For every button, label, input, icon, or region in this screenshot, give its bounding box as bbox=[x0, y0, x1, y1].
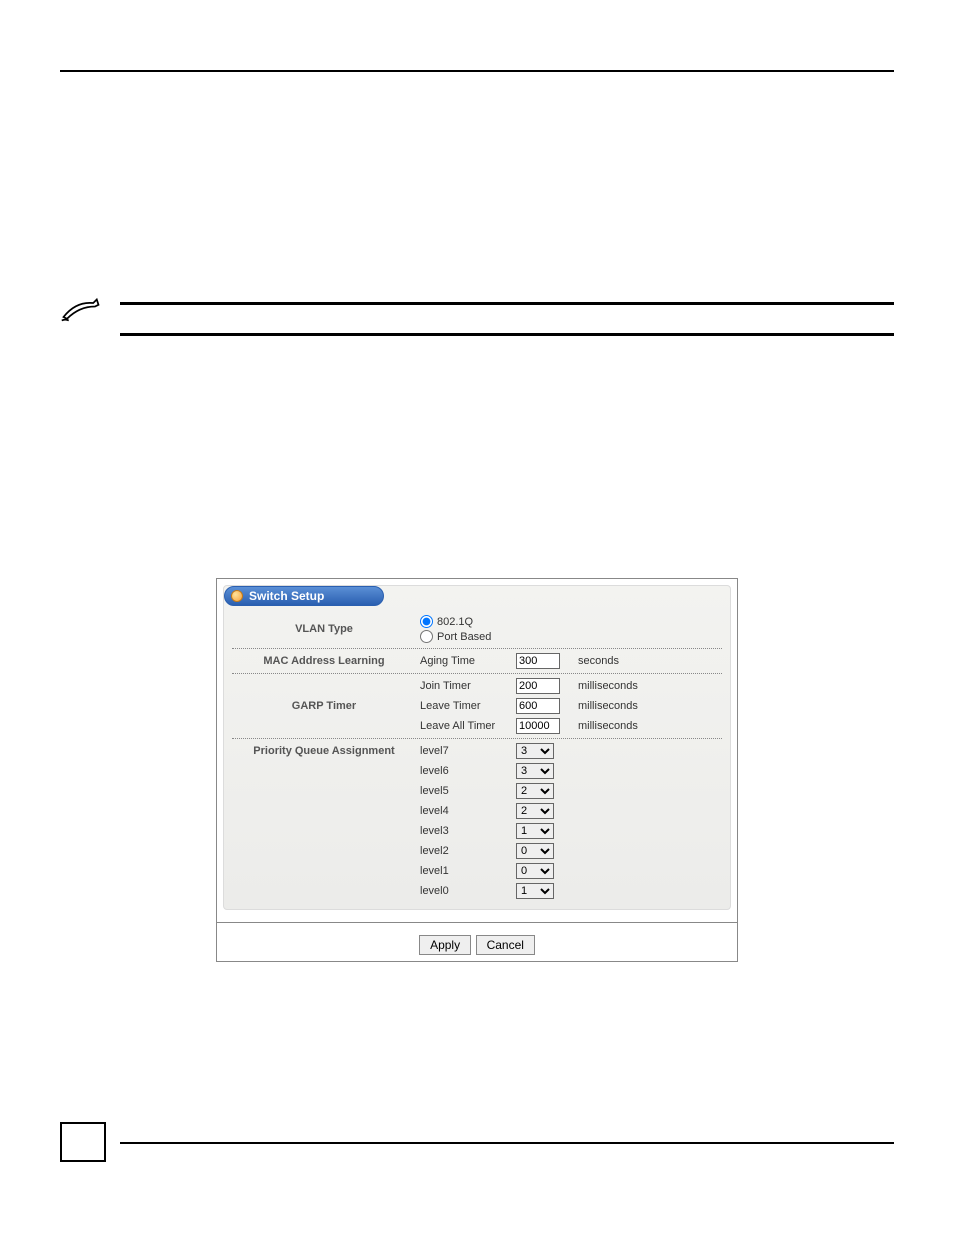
select-level5[interactable]: 0123 bbox=[516, 783, 554, 799]
select-level6[interactable]: 0123 bbox=[516, 763, 554, 779]
label-pqa: Priority Queue Assignment bbox=[228, 745, 420, 757]
unit-leave-timer: milliseconds bbox=[572, 700, 682, 712]
label-level2: level2 bbox=[420, 845, 516, 857]
unit-join-timer: milliseconds bbox=[572, 680, 682, 692]
select-level0[interactable]: 0123 bbox=[516, 883, 554, 899]
label-aging-time: Aging Time bbox=[420, 655, 516, 667]
radio-vlan-8021q[interactable] bbox=[420, 615, 433, 628]
apply-button[interactable]: Apply bbox=[419, 935, 471, 955]
panel-title: Switch Setup bbox=[249, 589, 324, 603]
note-block bbox=[60, 302, 894, 338]
input-leaveall-timer[interactable] bbox=[516, 718, 560, 734]
select-level3[interactable]: 0123 bbox=[516, 823, 554, 839]
row-pqa: Priority Queue Assignment level7 0123 le… bbox=[224, 741, 730, 901]
label-leaveall-timer: Leave All Timer bbox=[420, 720, 516, 732]
label-level0: level0 bbox=[420, 885, 516, 897]
header-rule bbox=[60, 70, 894, 72]
input-aging-time[interactable] bbox=[516, 653, 560, 669]
label-level1: level1 bbox=[420, 865, 516, 877]
label-join-timer: Join Timer bbox=[420, 680, 516, 692]
label-leave-timer: Leave Timer bbox=[420, 700, 516, 712]
row-mac-learning: MAC Address Learning Aging Time seconds bbox=[224, 651, 730, 671]
label-garp: GARP Timer bbox=[228, 700, 420, 712]
row-garp-leaveall: x Leave All Timer milliseconds bbox=[224, 716, 730, 736]
body-spacer bbox=[60, 378, 894, 578]
input-join-timer[interactable] bbox=[516, 678, 560, 694]
label-level3: level3 bbox=[420, 825, 516, 837]
label-vlan-type: VLAN Type bbox=[228, 623, 420, 635]
cancel-button[interactable]: Cancel bbox=[476, 935, 535, 955]
row-vlan-type: VLAN Type 802.1Q Port Based bbox=[224, 612, 730, 646]
note-pen-icon bbox=[60, 296, 102, 324]
page-number-box bbox=[60, 1122, 106, 1162]
header-bullet-icon bbox=[231, 590, 243, 602]
label-mac-learning: MAC Address Learning bbox=[228, 655, 420, 667]
label-level5: level5 bbox=[420, 785, 516, 797]
row-garp-join: x Join Timer milliseconds bbox=[224, 676, 730, 696]
unit-leaveall-timer: milliseconds bbox=[572, 720, 682, 732]
switch-setup-panel: Switch Setup VLAN Type 802.1Q Port Based bbox=[216, 578, 738, 962]
select-level1[interactable]: 0123 bbox=[516, 863, 554, 879]
radio-label-8021q: 802.1Q bbox=[437, 616, 473, 628]
radio-label-portbased: Port Based bbox=[437, 631, 491, 643]
button-row: Apply Cancel bbox=[217, 923, 737, 961]
select-level7[interactable]: 0123 bbox=[516, 743, 554, 759]
input-leave-timer[interactable] bbox=[516, 698, 560, 714]
label-level6: level6 bbox=[420, 765, 516, 777]
panel-header: Switch Setup bbox=[224, 586, 384, 606]
select-level2[interactable]: 0123 bbox=[516, 843, 554, 859]
label-level7: level7 bbox=[420, 745, 516, 757]
select-level4[interactable]: 0123 bbox=[516, 803, 554, 819]
unit-aging-time: seconds bbox=[572, 655, 682, 667]
label-level4: level4 bbox=[420, 805, 516, 817]
row-garp-leave: GARP Timer Leave Timer milliseconds bbox=[224, 696, 730, 716]
radio-vlan-portbased[interactable] bbox=[420, 630, 433, 643]
page-footer bbox=[60, 1142, 894, 1144]
